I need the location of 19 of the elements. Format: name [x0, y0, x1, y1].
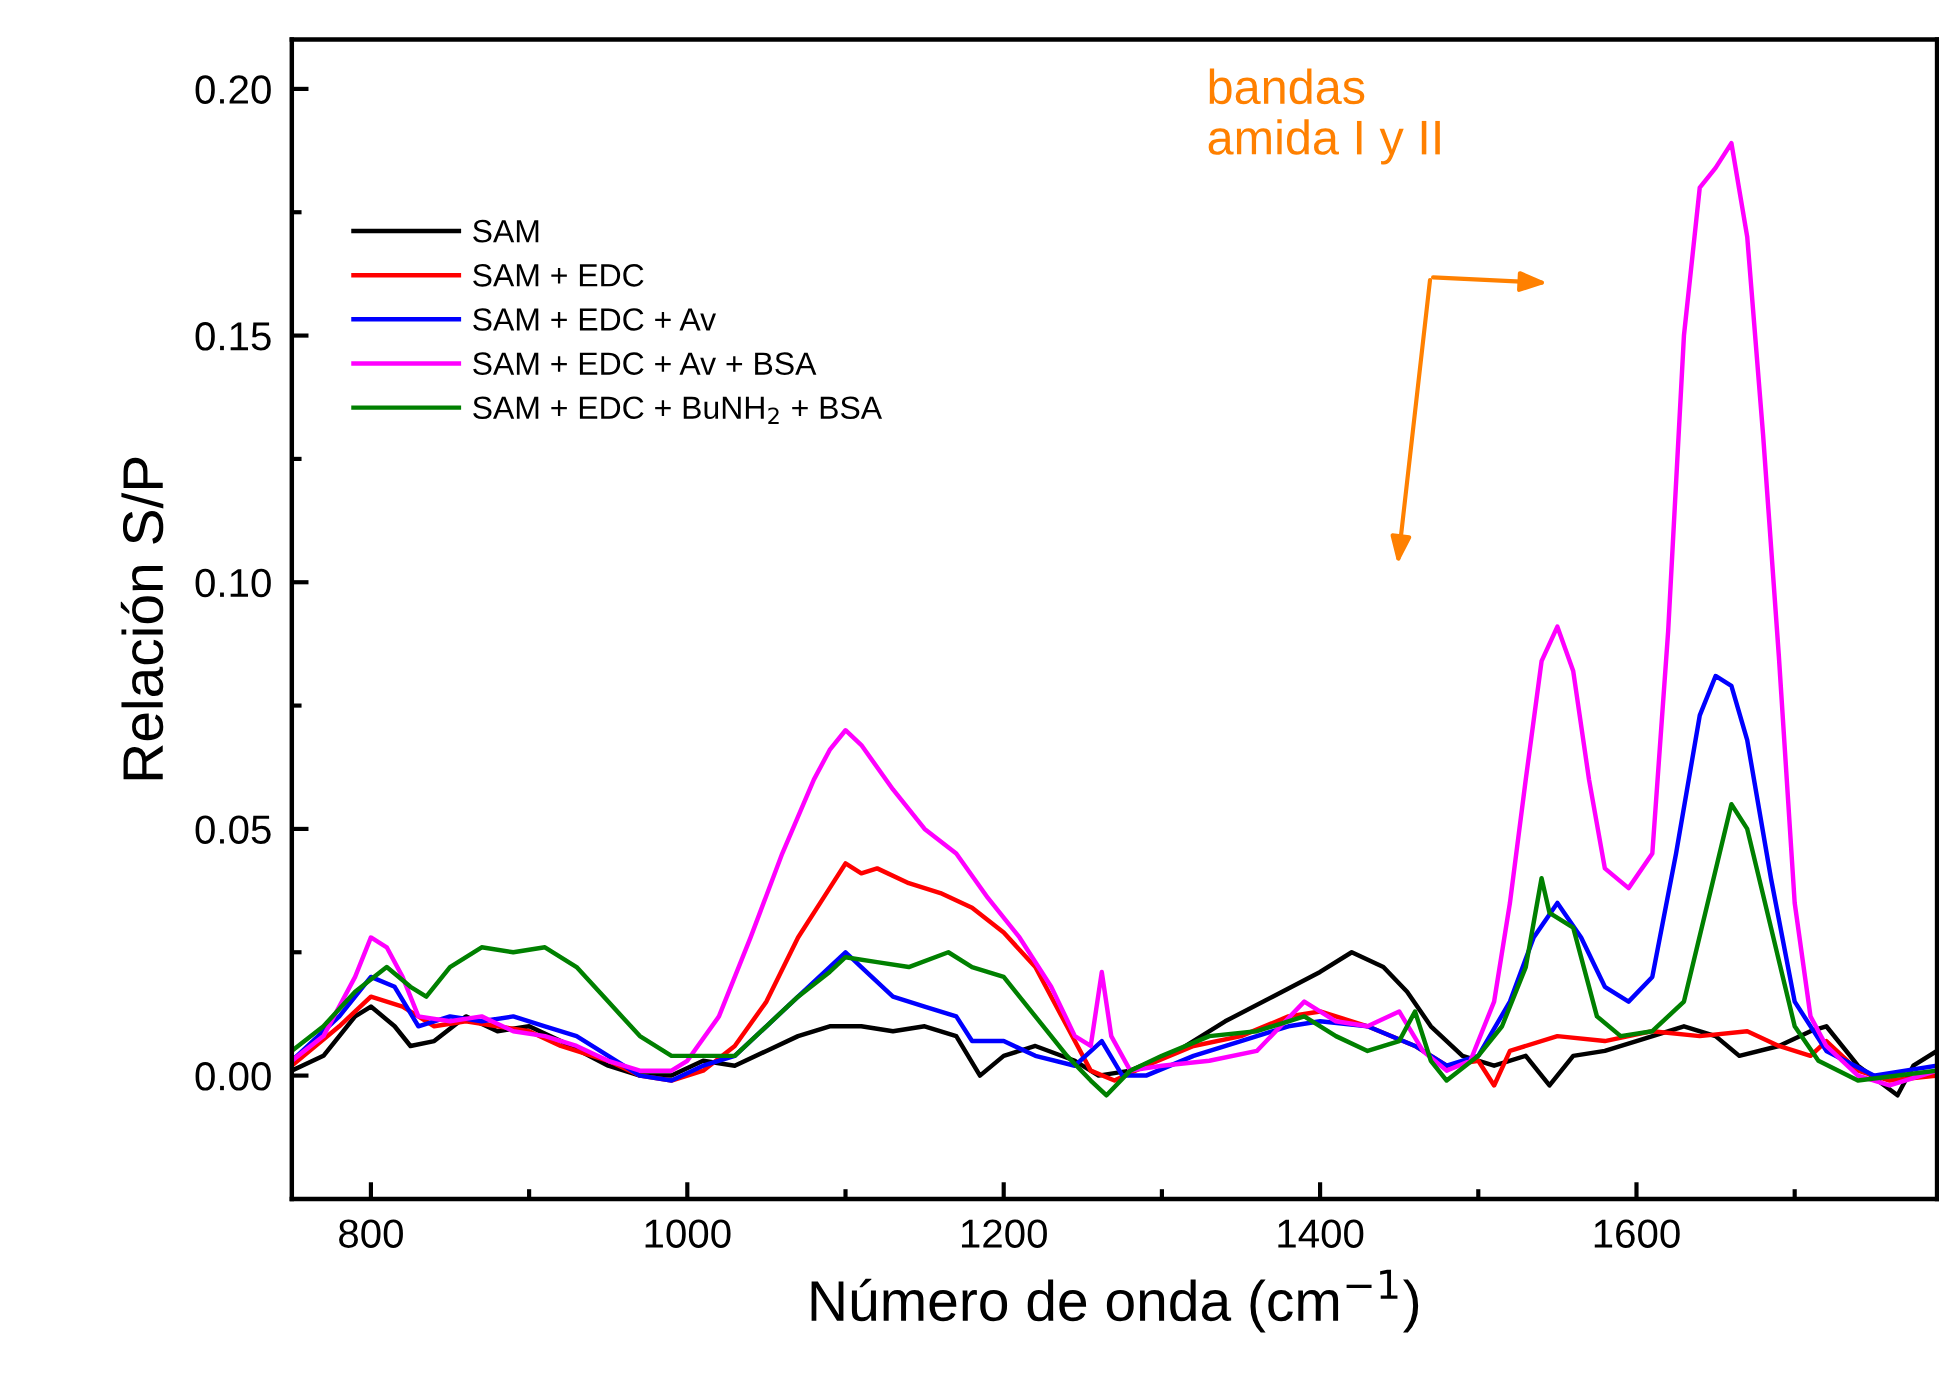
- y-tick-label: 0.00: [195, 1062, 271, 1091]
- line-series: [291, 802, 1938, 1098]
- legend-label: SAM: [473, 219, 539, 243]
- legend-label: SAM + EDC + Av: [473, 308, 716, 331]
- x-axis-title: Número de onda (cm$^{−1}$): [811, 1269, 1419, 1333]
- y-tick-label: 0.15: [195, 322, 271, 351]
- x-tick-label: 1600: [1594, 1219, 1680, 1248]
- x-tick-label: 1400: [1278, 1219, 1364, 1248]
- x-tick-label: 1000: [645, 1219, 731, 1248]
- legend-label: SAM + EDC + Av + BSA: [473, 352, 817, 375]
- y-tick-label: 0.10: [195, 568, 271, 598]
- x-tick-label: 800: [339, 1219, 403, 1248]
- annotation: bandas amida I y II: [1208, 68, 1440, 165]
- y-tick-label: 0.20: [195, 75, 271, 104]
- legend-label: SAM + EDC: [473, 264, 644, 287]
- y-tick-label: 0.05: [195, 815, 271, 844]
- legend-label: SAM + EDC + BuNH$_{2}$ + BSA: [473, 396, 883, 424]
- x-tick-label: 1200: [961, 1219, 1047, 1248]
- y-axis-title: Relación S/P: [120, 457, 164, 780]
